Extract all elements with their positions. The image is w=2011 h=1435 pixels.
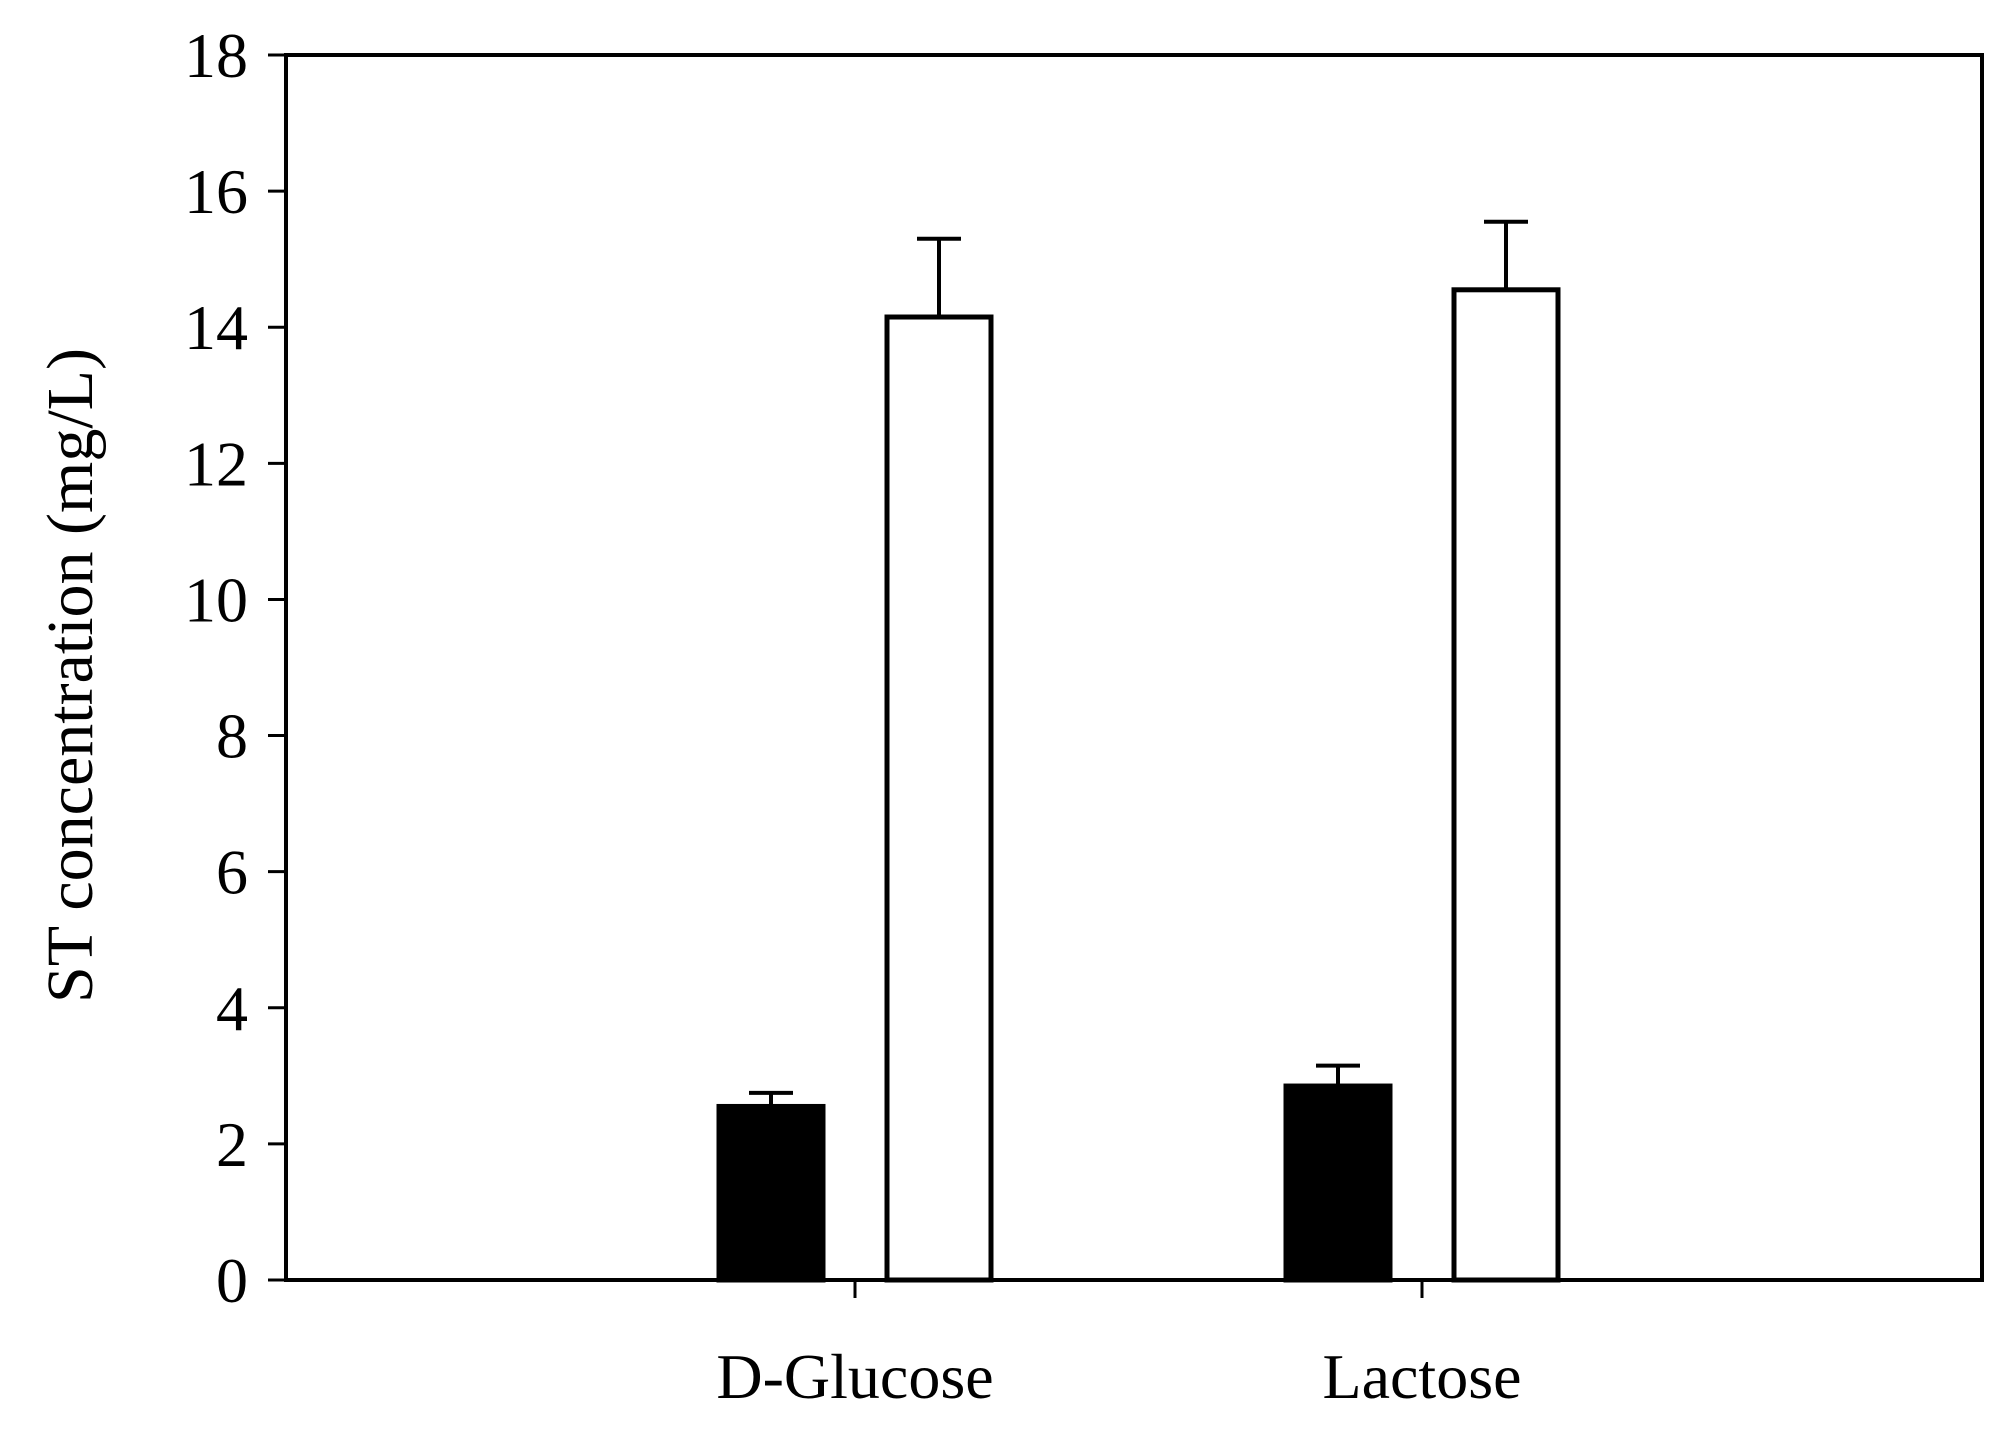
y-tick-label: 18	[184, 20, 248, 91]
plot-frame	[284, 53, 1984, 1282]
bar-series-1-lactose	[1283, 1083, 1393, 1283]
y-tick-label: 6	[216, 837, 248, 908]
y-tick-label: 14	[184, 292, 248, 363]
x-category-label: D-Glucose	[716, 1341, 993, 1412]
y-axis-title: ST concentration (mg/L)	[34, 348, 107, 1003]
y-tick-label: 4	[216, 973, 248, 1044]
y-tick-label: 2	[216, 1109, 248, 1180]
y-tick-label: 16	[184, 156, 248, 227]
y-tick-label: 12	[184, 428, 248, 499]
bar-series-2-d-glucose	[884, 314, 994, 1283]
x-category-label: Lactose	[1323, 1341, 1522, 1412]
y-tick-label: 10	[184, 564, 248, 635]
y-tick-label: 0	[216, 1245, 248, 1316]
bar-series-1-d-glucose	[716, 1103, 826, 1283]
y-tick-label: 8	[216, 701, 248, 772]
bar-series-2-lactose	[1451, 287, 1561, 1283]
